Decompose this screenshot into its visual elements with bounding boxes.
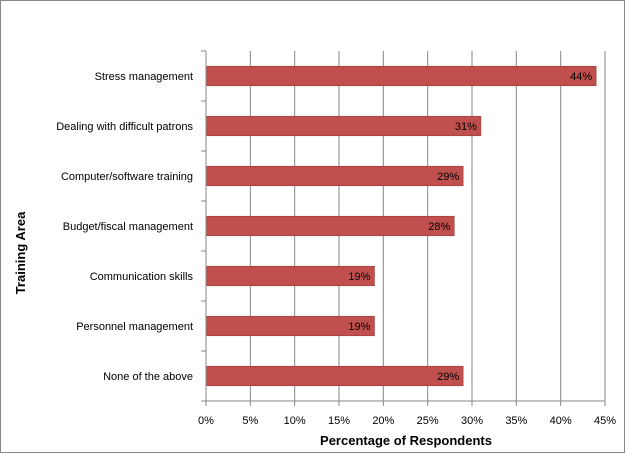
data-label: 31% bbox=[455, 121, 477, 133]
data-label: 44% bbox=[570, 71, 592, 83]
y-axis-title: Training Area bbox=[13, 211, 28, 294]
category-label: None of the above bbox=[103, 371, 193, 383]
x-tick-label: 5% bbox=[242, 415, 258, 427]
category-label: Budget/fiscal management bbox=[63, 221, 193, 233]
category-label: Computer/software training bbox=[61, 171, 193, 183]
bar bbox=[205, 165, 464, 187]
x-tick-label: 25% bbox=[417, 415, 439, 427]
x-tick-label: 20% bbox=[372, 415, 394, 427]
labels: 0% 5% 10% 15% 20% 25% 30% 35% 40% 45% Stress manag… bbox=[56, 71, 616, 427]
x-tick-label: 10% bbox=[284, 415, 306, 427]
category-label: Communication skills bbox=[90, 271, 194, 283]
data-label: 29% bbox=[437, 171, 459, 183]
x-tick-label: 40% bbox=[550, 415, 572, 427]
x-tick-label: 0% bbox=[198, 415, 214, 427]
x-tick-label: 30% bbox=[461, 415, 483, 427]
data-label: 28% bbox=[428, 221, 450, 233]
data-label: 19% bbox=[348, 321, 370, 333]
data-label: 29% bbox=[437, 371, 459, 383]
bar bbox=[205, 65, 597, 87]
bars bbox=[205, 65, 597, 387]
data-label: 19% bbox=[348, 271, 370, 283]
bar bbox=[205, 115, 482, 137]
axes bbox=[201, 50, 606, 406]
category-label: Stress management bbox=[95, 71, 193, 83]
category-label: Personnel management bbox=[76, 321, 193, 333]
x-tick-label: 45% bbox=[594, 415, 616, 427]
x-tick-label: 15% bbox=[328, 415, 350, 427]
x-tick-label: 35% bbox=[505, 415, 527, 427]
x-axis-title: Percentage of Respondents bbox=[320, 433, 492, 448]
bar bbox=[205, 215, 455, 237]
bar bbox=[205, 365, 464, 387]
category-label: Dealing with difficult patrons bbox=[56, 121, 193, 133]
